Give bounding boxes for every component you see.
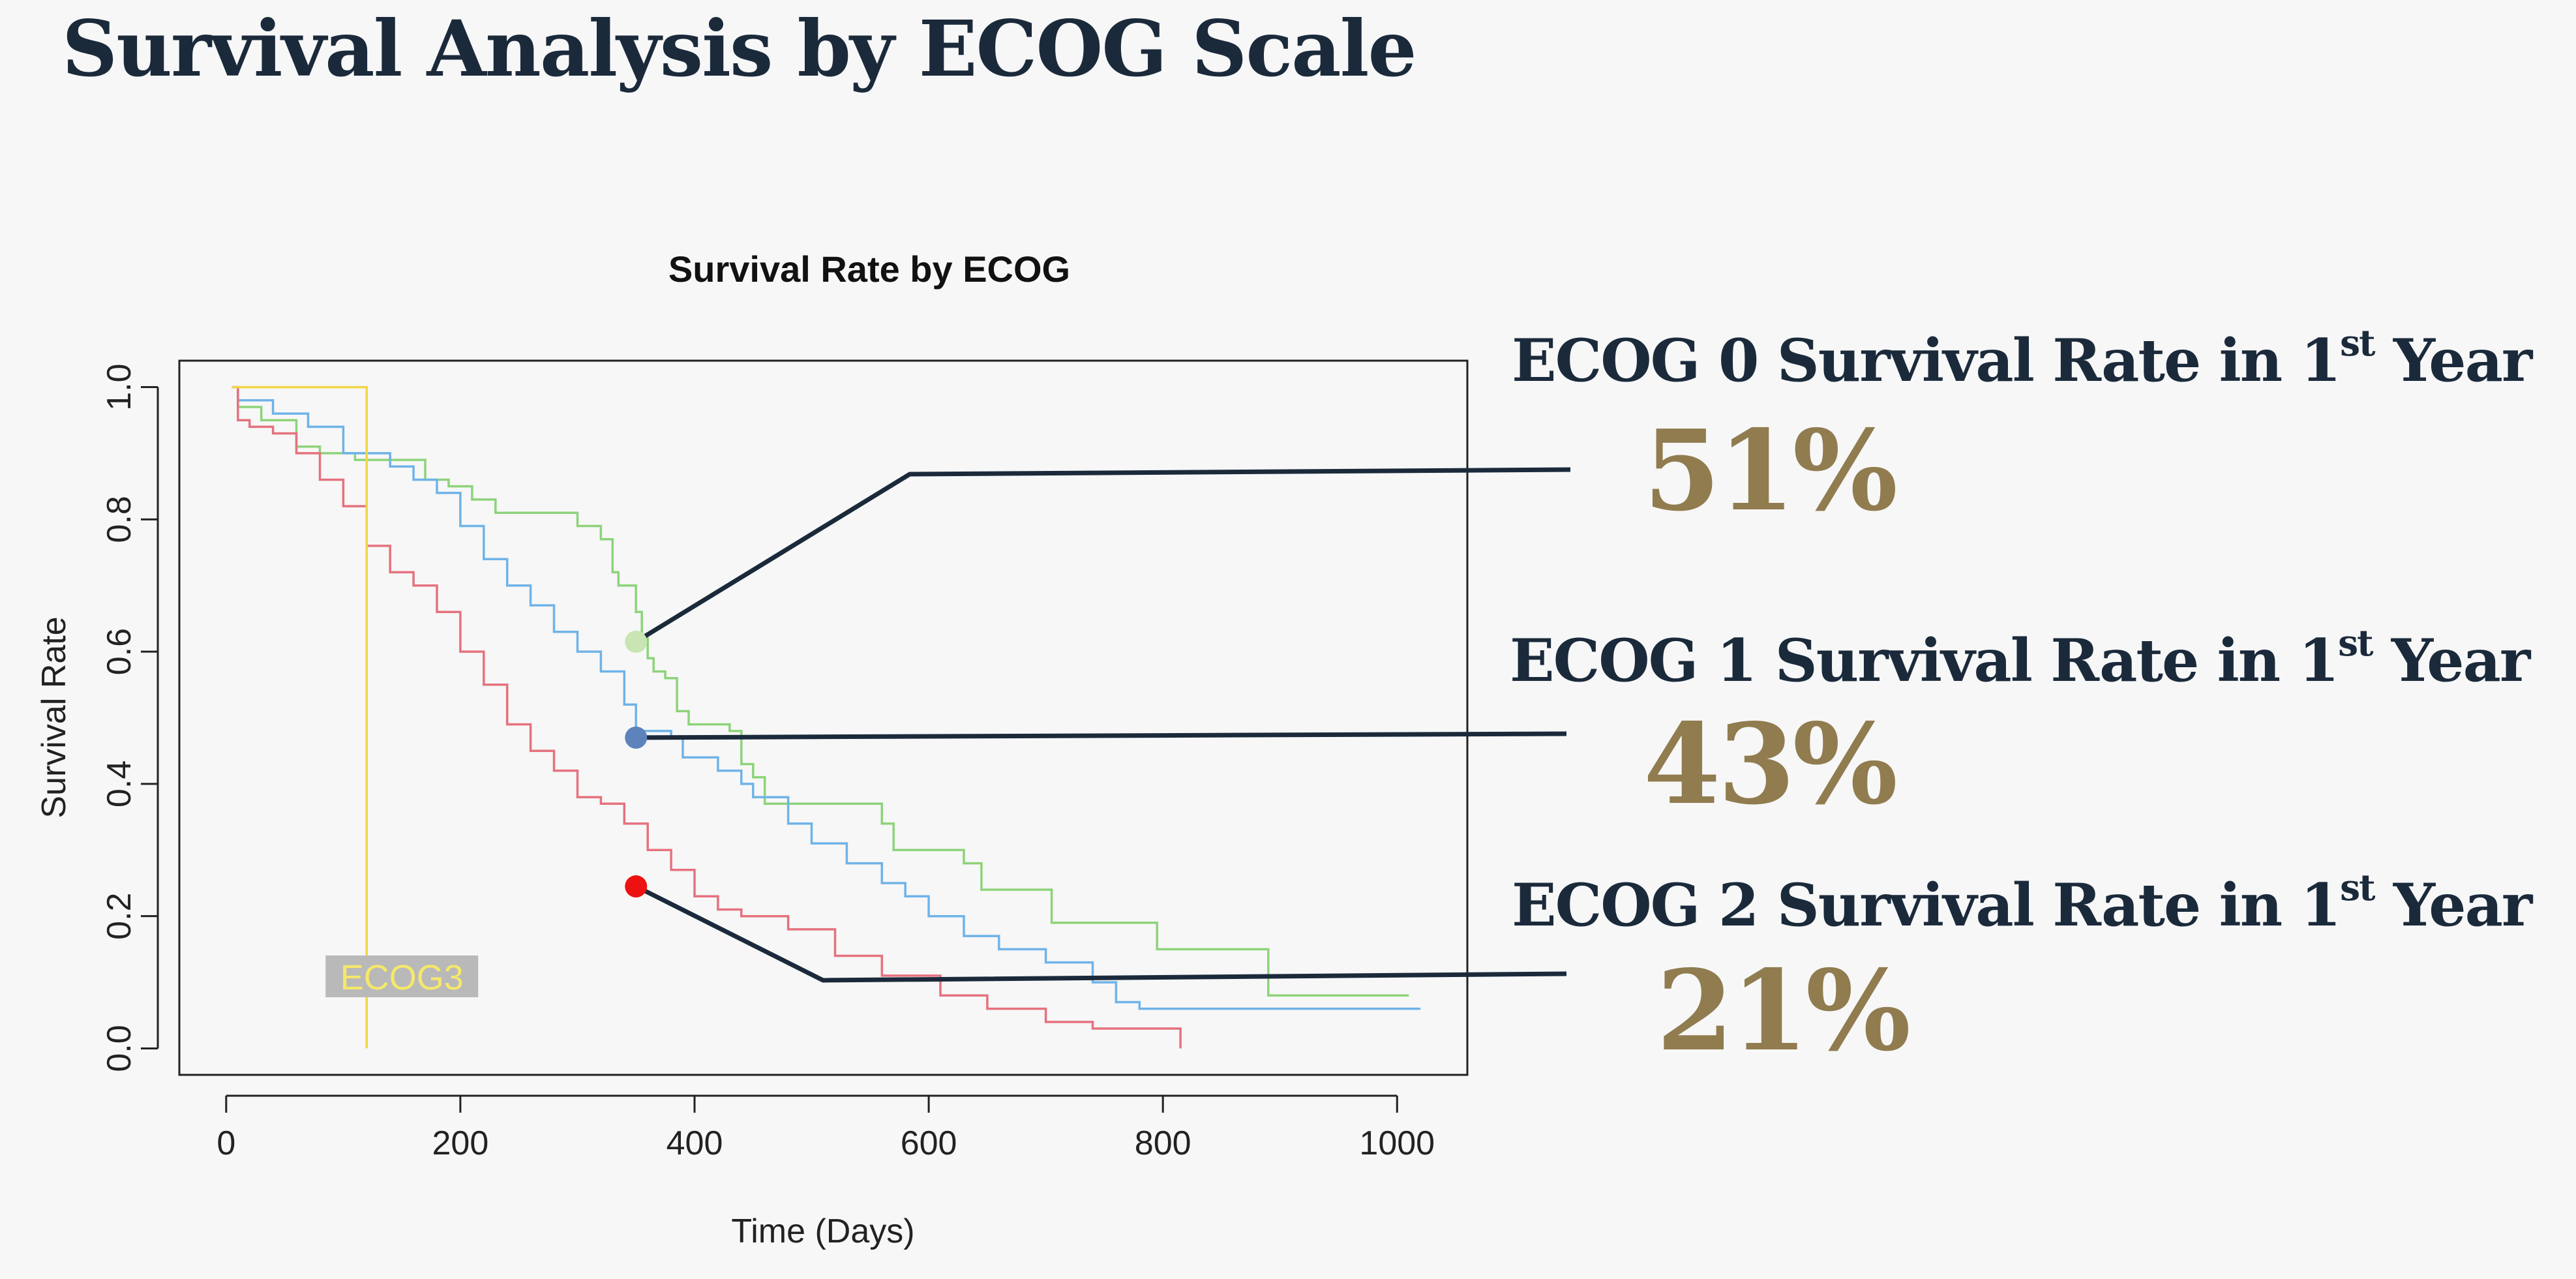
series-ecog3-line [232,385,368,1049]
x-axis-label: Time (Days) [731,1212,914,1250]
x-tick-label: 1000 [1359,1124,1435,1162]
highlight-point-ecog1 [625,726,648,749]
series-ecog2-line [232,385,1182,1049]
callout-ecog2-suffix: Year [2374,871,2532,940]
chart-title: Survival Rate by ECOG [668,248,1070,290]
callout-ecog2-sup: st [2340,866,2375,909]
x-tick-label: 600 [901,1124,957,1162]
y-tick-label: 0.4 [100,760,138,807]
callout-ecog0-value: 51% [1643,406,1898,536]
slide-title: Survival Analysis by ECOG Scale [62,3,1417,94]
callout-ecog1-prefix: ECOG 1 Survival Rate in 1 [1510,626,2339,695]
leader-line-ecog0 [635,467,1571,644]
callout-ecog1-value: 43% [1643,699,1898,830]
plot-frame [178,359,1469,1076]
callout-ecog1-label: ECOG 1 Survival Rate in 1st Year [1510,622,2530,695]
callout-ecog0-sup: st [2340,322,2375,364]
leader-line-ecog2 [635,884,1567,983]
x-tick-label: 0 [217,1124,235,1162]
callout-ecog0-label: ECOG 0 Survival Rate in 1st Year [1512,322,2532,395]
highlight-point-ecog2 [625,875,648,898]
callout-ecog0-prefix: ECOG 0 Survival Rate in 1 [1512,326,2341,395]
callout-ecog2-label: ECOG 2 Survival Rate in 1st Year [1512,866,2532,940]
ecog3-label: ECOG3 [340,958,464,997]
y-tick-label: 0.8 [100,496,138,543]
highlight-point-ecog0 [625,630,648,653]
callout-ecog2-prefix: ECOG 2 Survival Rate in 1 [1512,871,2341,940]
callout-ecog1-sup: st [2338,622,2373,664]
x-tick-label: 400 [666,1124,723,1162]
callout-ecog1-suffix: Year [2372,626,2530,695]
y-tick-label: 0.2 [100,893,138,940]
x-tick-label: 200 [432,1124,489,1162]
y-tick-label: 0.6 [100,628,138,675]
series-ecog0-line [232,385,1409,997]
y-axis-label: Survival Rate [35,616,73,818]
ecog3-label-bg [325,955,479,997]
callout-ecog2-value: 21% [1656,946,1911,1076]
callout-ecog0-suffix: Year [2374,326,2532,395]
x-tick-label: 800 [1135,1124,1191,1162]
series-ecog1-line [232,385,1421,1010]
y-tick-label: 0.0 [100,1025,138,1072]
leader-line-ecog1 [636,731,1567,740]
y-tick-label: 1.0 [100,363,138,410]
